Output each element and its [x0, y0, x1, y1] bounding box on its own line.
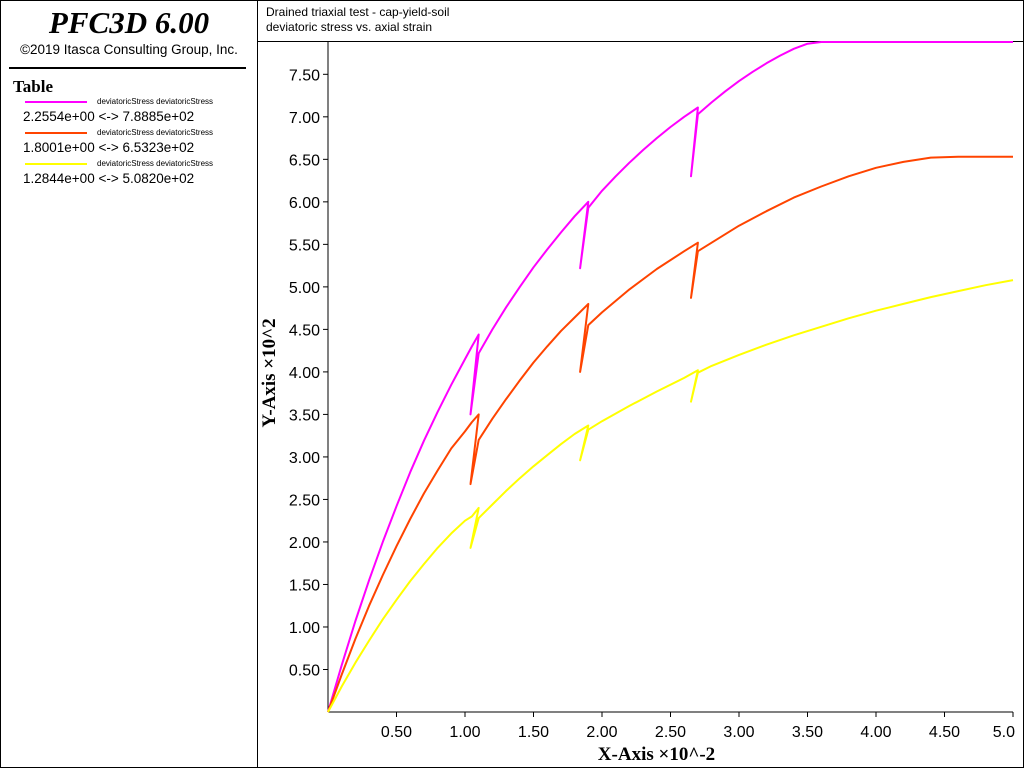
- legend-entry: deviatoricStress deviatoricStress 2.2554…: [1, 97, 257, 129]
- series-line-2: [327, 155, 1013, 713]
- chart-subtitle: deviatoric stress vs. axial strain: [266, 20, 433, 34]
- x-tick-label: 1.50: [518, 724, 549, 741]
- legend-swatch: [25, 101, 87, 103]
- y-tick-label: 1.00: [289, 620, 320, 637]
- y-tick-label: 2.50: [289, 492, 320, 509]
- legend-swatch: [25, 163, 87, 165]
- chart-title: Drained triaxial test - cap-yield-soil: [266, 5, 450, 19]
- legend-range: 1.8001e+00 <-> 6.5323e+02: [23, 140, 195, 155]
- y-tick-label: 4.00: [289, 365, 320, 382]
- series-line-3: [327, 279, 1014, 713]
- x-tick-label: 4.50: [929, 724, 960, 741]
- x-tick-label: 3.00: [723, 724, 754, 741]
- legend-entry: deviatoricStress deviatoricStress 1.8001…: [1, 128, 257, 160]
- legend-panel: PFC3D 6.00 ©2019 Itasca Consulting Group…: [1, 1, 258, 767]
- y-tick-label: 4.50: [289, 322, 320, 339]
- app-title: PFC3D 6.00: [48, 5, 210, 40]
- copyright-text: ©2019 Itasca Consulting Group, Inc.: [20, 42, 238, 57]
- y-tick-label: 2.00: [289, 535, 320, 552]
- x-tick-label: 0.50: [381, 724, 412, 741]
- y-tick-label: 7.50: [289, 67, 320, 84]
- y-tick-label: 1.50: [289, 577, 320, 594]
- legend-series-label: deviatoricStress deviatoricStress: [97, 97, 214, 106]
- legend-swatch: [25, 132, 87, 134]
- y-tick-label: 7.00: [289, 110, 320, 127]
- y-axis-ticks: 0.50 1.00 1.50 2.00 2.50 3.00 3.50 4.00 4.50 5.00…: [289, 67, 328, 679]
- legend-range: 2.2554e+00 <-> 7.8885e+02: [23, 109, 195, 124]
- x-axis-label: X-Axis ×10^-2: [598, 744, 715, 765]
- series-layer: [327, 41, 1014, 713]
- y-tick-label: 6.50: [289, 152, 320, 169]
- y-tick-label: 5.50: [289, 237, 320, 254]
- x-tick-label: 1.00: [449, 724, 480, 741]
- y-tick-label: 3.50: [289, 407, 320, 424]
- legend-heading: Table: [13, 77, 54, 96]
- chart-title-box: Drained triaxial test - cap-yield-soil d…: [258, 1, 1023, 42]
- y-tick-label: 0.50: [289, 662, 320, 679]
- y-axis-label: Y-Axis ×10^2: [259, 318, 280, 427]
- y-tick-label: 5.00: [289, 280, 320, 297]
- x-tick-label: 3.50: [792, 724, 823, 741]
- y-tick-label: 6.00: [289, 195, 320, 212]
- series-line-1: [327, 41, 1013, 713]
- legend-series-label: deviatoricStress deviatoricStress: [97, 128, 214, 137]
- x-tick-label: 5.0: [993, 724, 1015, 741]
- header-divider: [9, 67, 246, 69]
- legend-series-label: deviatoricStress deviatoricStress: [97, 159, 214, 168]
- x-tick-label: 2.00: [586, 724, 617, 741]
- x-tick-label: 4.00: [860, 724, 891, 741]
- legend-range: 1.2844e+00 <-> 5.0820e+02: [23, 171, 195, 186]
- y-tick-label: 3.00: [289, 450, 320, 467]
- x-tick-label: 2.50: [655, 724, 686, 741]
- x-axis-ticks: 0.50 1.00 1.50 2.00 2.50 3.00 3.50 4.00 4.50 5.0: [381, 712, 1015, 741]
- legend-entry: deviatoricStress deviatoricStress 1.2844…: [1, 159, 257, 191]
